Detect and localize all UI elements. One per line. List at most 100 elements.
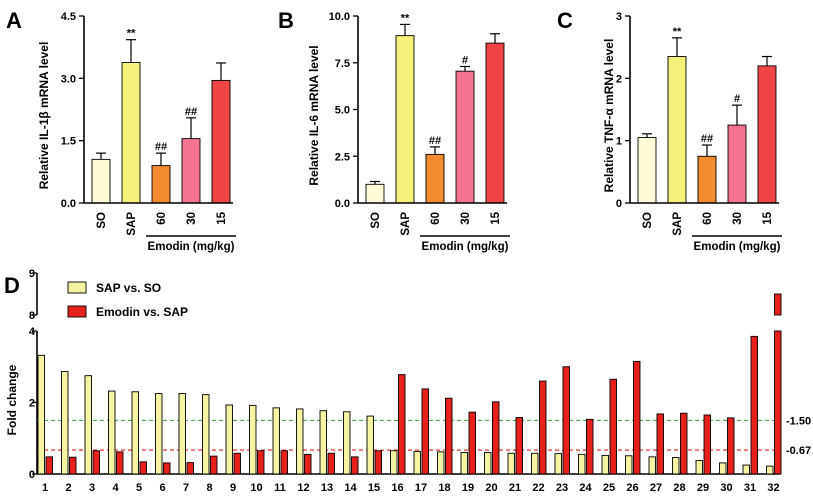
bar-sap-vs-so — [719, 462, 727, 475]
y-tick-label: 1 — [616, 136, 622, 148]
legend-swatch-emodin-vs-sap — [67, 305, 87, 318]
bar-emodin-vs-sap — [727, 417, 735, 475]
bar-60 — [425, 153, 445, 204]
bar-sap-vs-so — [61, 370, 69, 475]
legend-label-sap-vs-so: SAP vs. SO — [96, 281, 161, 295]
x-tick-label: 60 — [430, 212, 442, 225]
x-tick-label: SAP — [400, 212, 412, 236]
bar-sap-vs-so — [296, 408, 304, 475]
x-tick-label: 21 — [509, 482, 521, 494]
bar-SAP — [667, 56, 687, 204]
x-tick-label: 9 — [230, 482, 236, 494]
y-tick-label: 2.5 — [335, 151, 350, 163]
y-tick-label: 10.0 — [329, 11, 350, 23]
bar-emodin-vs-sap — [210, 455, 218, 475]
bar-sap-vs-so — [460, 452, 468, 475]
bar-15 — [485, 42, 505, 204]
bar-sap-vs-so — [601, 454, 609, 475]
x-tick-label: 13 — [321, 482, 333, 494]
group-label: Emodin (mg/kg) — [694, 241, 781, 253]
bar-emodin-vs-sap — [703, 414, 711, 475]
bar-sap-vs-so — [578, 453, 586, 475]
bar-emodin-vs-sap — [163, 462, 171, 475]
y-tick-label: 0.0 — [335, 198, 350, 210]
bar-emodin-vs-sap — [304, 453, 312, 475]
bar-sap-vs-so — [155, 393, 163, 475]
significance-mark: ## — [429, 135, 441, 147]
y-tick-label: 2 — [29, 398, 35, 410]
significance-mark: ** — [673, 26, 682, 38]
x-tick-label: 2 — [65, 482, 71, 494]
bar-emodin-vs-sap — [468, 411, 476, 475]
x-tick-label: 32 — [767, 482, 779, 494]
x-tick-label: 6 — [159, 482, 165, 494]
x-tick-label: 1 — [42, 482, 48, 494]
legend-label-emodin-vs-sap: Emodin vs. SAP — [96, 305, 188, 319]
x-tick-label: 60 — [702, 212, 714, 225]
y-tick-label: 1.5 — [61, 136, 76, 148]
y-tick-label: 4.5 — [61, 11, 76, 23]
bar-sap-vs-so — [437, 451, 445, 475]
y-tick-label: 8 — [29, 310, 35, 322]
bar-sap-vs-so — [742, 464, 750, 475]
y-axis-label: Relative TNF-α mRNA level — [602, 39, 616, 193]
x-tick-label: 15 — [216, 211, 228, 224]
x-tick-label: 22 — [532, 482, 544, 494]
x-tick-label: 19 — [462, 482, 474, 494]
x-tick-label: 30 — [186, 212, 198, 225]
y-tick-label: 3 — [616, 11, 622, 23]
x-tick-label: 15 — [490, 211, 502, 224]
y-tick-label: 0 — [29, 469, 35, 481]
panel-letter: D — [4, 273, 20, 298]
bar-emodin-vs-sap — [116, 451, 124, 475]
bar-SO — [91, 158, 111, 204]
x-tick-label: 60 — [156, 212, 168, 225]
bar-sap-vs-so — [648, 456, 656, 475]
panel-letter: B — [278, 8, 294, 33]
bar-sap-vs-so — [343, 411, 351, 475]
bar-sap-vs-so — [366, 415, 374, 475]
x-tick-label: 14 — [344, 482, 357, 494]
group-label: Emodin (mg/kg) — [422, 241, 509, 253]
y-tick-label: 7.5 — [335, 58, 350, 70]
bar-emodin-vs-sap — [680, 412, 688, 475]
bar-emodin-vs-sap — [539, 380, 547, 475]
bar-sap-vs-so — [531, 452, 539, 475]
x-tick-label: 23 — [556, 482, 568, 494]
x-tick-label: SO — [642, 212, 654, 229]
panel-c: C 0 1 2 3 Relative TNF-α mRNA level SO ** SAP ## 6… — [557, 8, 782, 253]
bar-emodin-vs-sap — [445, 397, 453, 475]
x-tick-label: 29 — [697, 482, 709, 494]
bar-15 — [757, 65, 777, 204]
bar-emodin-vs-sap — [586, 418, 594, 475]
bar-SAP — [121, 62, 141, 204]
x-tick-label: 27 — [650, 482, 662, 494]
bar-emodin-vs-sap — [374, 450, 382, 475]
bar-emodin-vs-sap-lower — [774, 330, 782, 475]
bar-emodin-vs-sap — [609, 378, 617, 475]
x-tick-label: 5 — [136, 482, 142, 494]
x-tick-label: 10 — [250, 482, 262, 494]
bar-30 — [181, 138, 201, 204]
bar-30 — [455, 70, 475, 204]
group-label: Emodin (mg/kg) — [148, 241, 235, 253]
x-tick-label: SO — [370, 212, 382, 229]
bar-sap-vs-so — [178, 393, 186, 475]
panel-a: A 0.0 1.5 3.0 4.5 Relative IL-1β mRNA level SO… — [6, 8, 236, 253]
bar-sap-vs-so — [554, 453, 562, 475]
bar-emodin-vs-sap — [398, 374, 406, 475]
y-axis-label: Relative IL-6 mRNA level — [307, 45, 321, 185]
x-tick-label: 31 — [744, 482, 756, 494]
bar-emodin-vs-sap — [280, 450, 288, 475]
x-tick-label: 30 — [732, 212, 744, 225]
x-tick-label: 15 — [368, 482, 380, 494]
x-tick-label: 26 — [626, 482, 638, 494]
panel-letter: A — [6, 8, 22, 33]
bar-SO — [637, 137, 657, 204]
bar-15 — [211, 79, 231, 204]
bar-sap-vs-so — [249, 404, 257, 475]
significance-mark: ** — [127, 28, 136, 40]
bar-emodin-vs-sap — [492, 401, 500, 475]
bar-emodin-vs-sap — [351, 456, 359, 475]
bar-sap-vs-so — [84, 375, 92, 475]
